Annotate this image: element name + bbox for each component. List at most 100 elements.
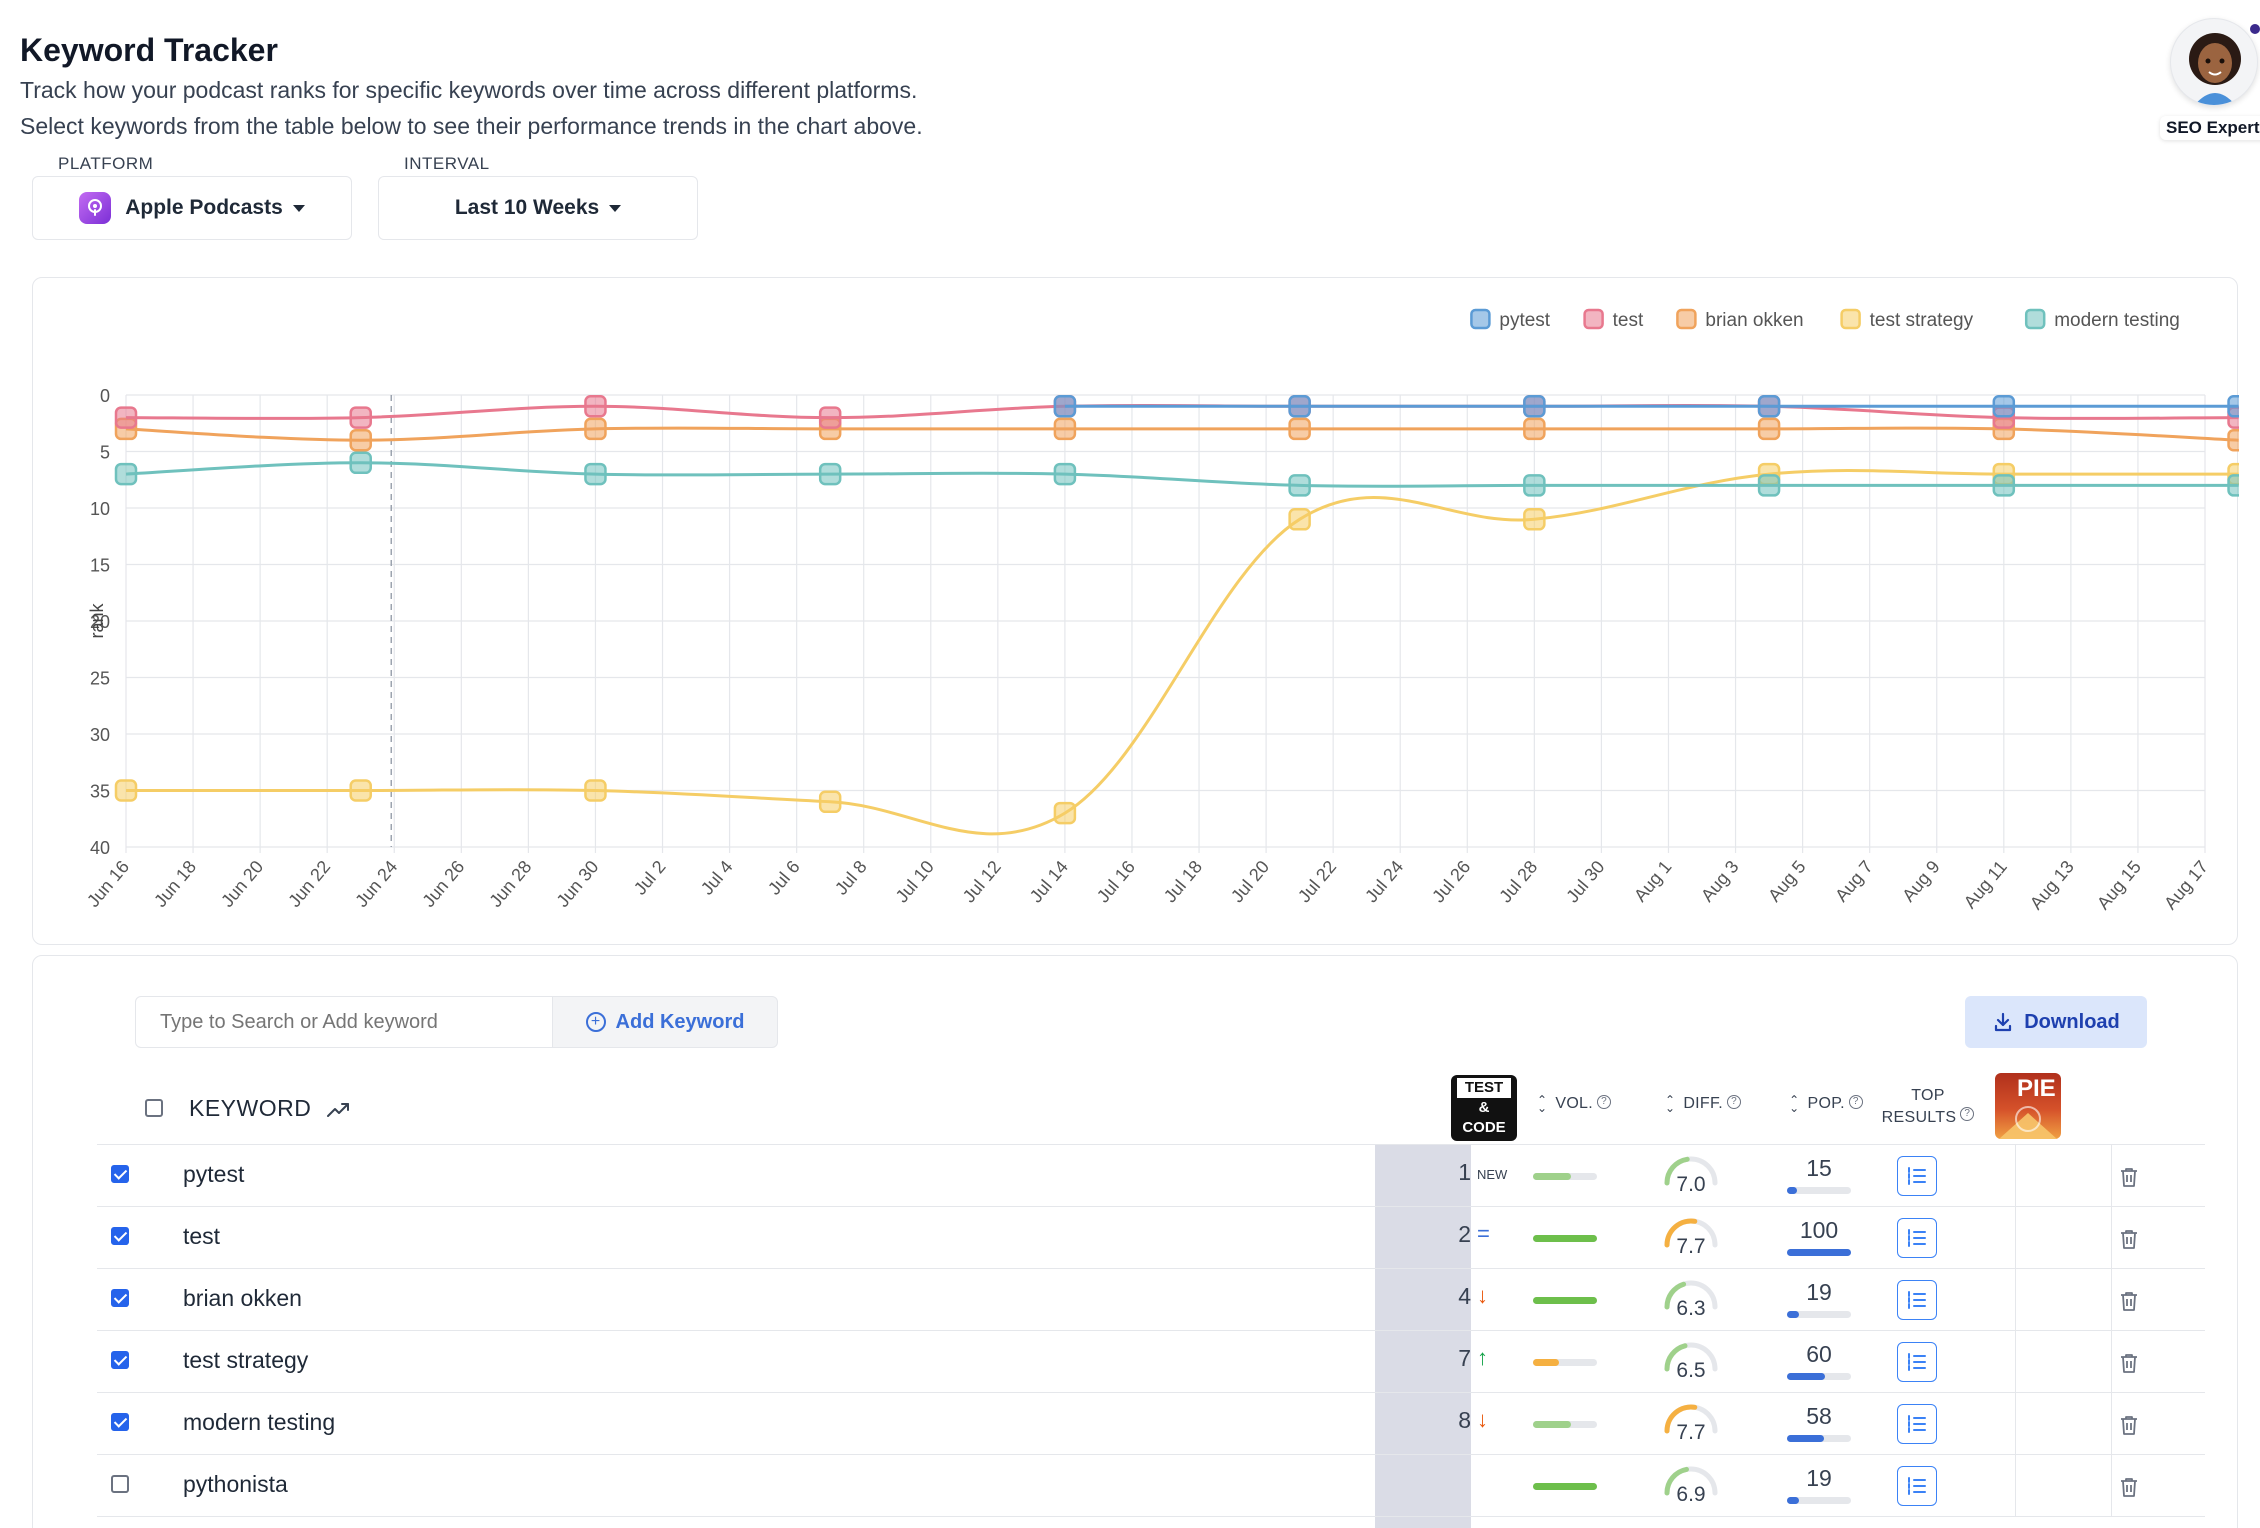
y-tick-label: 25	[90, 669, 110, 689]
y-tick-label: 20	[90, 612, 110, 632]
table-row[interactable]: brian okken 4 ↓ 6.3 19	[97, 1269, 2205, 1331]
platform-value: Apple Podcasts	[125, 196, 283, 219]
page-description-2: Select keywords from the table below to …	[20, 113, 923, 139]
difficulty-gauge: 7.0	[1661, 1153, 1721, 1203]
column-divider	[2015, 1393, 2016, 1455]
data-point-brian-okken	[2227, 428, 2239, 452]
volume-bar	[1533, 1421, 1597, 1428]
seo-expert-avatar[interactable]: SEO Expert	[2160, 18, 2260, 148]
rank-change-indicator: NEW	[1477, 1167, 1508, 1182]
series-line-modern-testing	[125, 461, 2239, 488]
top-results-button[interactable]	[1897, 1342, 1937, 1382]
difficulty-value: 7.0	[1676, 1173, 1706, 1196]
rank-change-indicator: ↓	[1477, 1283, 1488, 1308]
volume-bar	[1533, 1483, 1597, 1490]
data-point-test-strategy	[114, 779, 138, 802]
data-point-modern-testing	[114, 462, 138, 486]
table-row[interactable]: pytest 1 NEW 7.0 15	[97, 1145, 2205, 1207]
trash-icon[interactable]	[2117, 1165, 2141, 1194]
popularity-bar	[1787, 1497, 1851, 1504]
trash-icon[interactable]	[2117, 1413, 2141, 1442]
table-row[interactable]: test 2 = 7.7 100	[97, 1207, 2205, 1269]
data-point-modern-testing	[1992, 474, 2016, 497]
table-row[interactable]: pythonista 6.9 19	[97, 1455, 2205, 1517]
y-tick-label: 35	[90, 782, 110, 802]
top-results-button[interactable]	[1897, 1156, 1937, 1196]
column-divider	[2015, 1269, 2016, 1331]
popularity-bar	[1787, 1373, 1851, 1380]
popularity-column-header[interactable]: ⌃ ⌄ POP.?	[1781, 1094, 1871, 1114]
row-checkbox[interactable]	[111, 1227, 129, 1245]
table-row[interactable]: test strategy 7 ↑ 6.5 60	[97, 1331, 2205, 1393]
trash-icon[interactable]	[2117, 1475, 2141, 1504]
row-checkbox[interactable]	[111, 1351, 129, 1369]
avatar-label: SEO Expert	[2160, 116, 2260, 140]
rank-value: 1	[1458, 1159, 1471, 1185]
legend-swatch	[1583, 308, 1604, 330]
keyword-text: pythonista	[183, 1471, 288, 1497]
notification-dot	[2248, 22, 2260, 36]
difficulty-gauge: 6.5	[1661, 1339, 1721, 1389]
data-point-test	[114, 406, 138, 429]
data-point-pytest	[1992, 395, 2016, 418]
help-icon[interactable]: ?	[1597, 1095, 1612, 1109]
add-keyword-button[interactable]: + Add Keyword	[552, 996, 778, 1048]
keyword-column-header[interactable]: KEYWORD	[189, 1095, 352, 1122]
x-tick-label: Jul 16	[1093, 857, 1139, 907]
search-input[interactable]	[135, 996, 553, 1048]
column-divider	[2015, 1455, 2016, 1517]
keyword-text: test strategy	[183, 1347, 309, 1373]
top-results-button[interactable]	[1897, 1404, 1937, 1444]
column-divider	[2111, 1393, 2112, 1455]
x-tick-label: Jul 26	[1428, 857, 1474, 907]
download-button[interactable]: Download	[1965, 996, 2147, 1048]
x-tick-label: Jun 22	[284, 857, 334, 911]
data-point-brian-okken	[1288, 417, 1311, 441]
list-icon	[1908, 1353, 1926, 1371]
list-icon	[1908, 1415, 1926, 1433]
platform-dropdown[interactable]: Apple Podcasts	[32, 176, 352, 240]
difficulty-column-header[interactable]: ⌃ ⌄ DIFF.?	[1655, 1094, 1751, 1114]
data-point-brian-okken	[1053, 417, 1077, 441]
top-results-button[interactable]	[1897, 1466, 1937, 1506]
list-icon	[1908, 1291, 1926, 1309]
trash-icon[interactable]	[2117, 1351, 2141, 1380]
trash-icon[interactable]	[2117, 1289, 2141, 1318]
y-tick-label: 40	[90, 838, 110, 858]
add-keyword-label: Add Keyword	[615, 1010, 745, 1033]
x-tick-label: Aug 7	[1831, 857, 1877, 906]
legend-label: test	[1613, 310, 1644, 331]
trash-icon[interactable]	[2117, 1227, 2141, 1256]
top-results-button[interactable]	[1897, 1280, 1937, 1320]
help-icon[interactable]: ?	[1848, 1095, 1863, 1109]
table-header: KEYWORD TEST & CODE ⌃ ⌄ VOL.? ⌃ ⌄ DIFF.? ⌃ ⌄ P…	[97, 1071, 2205, 1145]
x-tick-label: Jun 30	[552, 857, 602, 911]
data-point-brian-okken	[349, 428, 372, 452]
top-results-button[interactable]	[1897, 1218, 1937, 1258]
interval-dropdown[interactable]: Last 10 Weeks	[378, 176, 698, 240]
rank-value: 2	[1458, 1221, 1471, 1247]
keyword-text: brian okken	[183, 1285, 302, 1311]
data-point-pytest	[1053, 395, 1077, 418]
download-icon	[1995, 1012, 2012, 1032]
legend-label: test strategy	[1870, 310, 1974, 331]
help-icon[interactable]: ?	[1960, 1107, 1975, 1121]
column-divider	[2015, 1331, 2016, 1393]
avatar[interactable]	[2170, 18, 2258, 106]
row-checkbox[interactable]	[111, 1165, 129, 1183]
row-checkbox[interactable]	[111, 1413, 129, 1431]
help-icon[interactable]: ?	[1727, 1095, 1742, 1109]
table-row[interactable]: modern testing 8 ↓ 7.7 58	[97, 1393, 2205, 1455]
y-tick-label: 5	[100, 443, 110, 463]
difficulty-value: 6.9	[1676, 1483, 1706, 1506]
x-tick-label: Jun 28	[485, 857, 535, 911]
page-description: Track how your podcast ranks for specifi…	[20, 77, 918, 103]
x-tick-label: Aug 15	[2093, 857, 2145, 914]
row-checkbox[interactable]	[111, 1475, 129, 1493]
test-and-code-podcast-logo: TEST & CODE	[1451, 1075, 1517, 1141]
select-all-checkbox[interactable]	[145, 1099, 163, 1117]
row-checkbox[interactable]	[111, 1289, 129, 1307]
keyword-table-card: + Add Keyword Download KEYWORD TEST & CO…	[32, 955, 2238, 1528]
caret-down-icon	[609, 204, 622, 212]
volume-column-header[interactable]: ⌃ ⌄ VOL.?	[1529, 1094, 1619, 1114]
